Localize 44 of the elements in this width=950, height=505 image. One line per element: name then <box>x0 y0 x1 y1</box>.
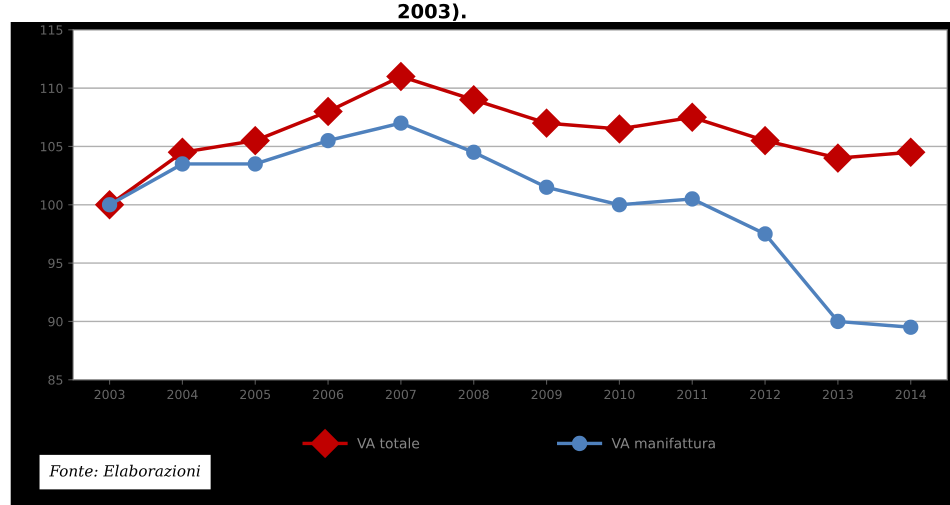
point <box>174 156 190 172</box>
point <box>757 226 773 242</box>
x-tick-label: 2008 <box>458 390 489 400</box>
y-tick-label: 105 <box>40 142 62 152</box>
point <box>320 132 336 148</box>
point <box>612 197 628 212</box>
y-tick-label: 90 <box>48 316 63 326</box>
x-tick-label: 2004 <box>167 390 198 400</box>
chart-title: 2003). <box>398 4 466 21</box>
x-tick-label: 2014 <box>896 390 926 400</box>
y-tick-label: 95 <box>48 258 62 268</box>
point <box>830 314 846 330</box>
point <box>538 180 554 195</box>
legend-label: VA manifattura <box>612 438 715 449</box>
point <box>823 144 852 173</box>
y-tick-label: 100 <box>40 200 63 210</box>
source-note: Fonte: Elaborazioni <box>49 464 200 477</box>
x-tick-label: 2013 <box>822 390 853 400</box>
x-tick-label: 2010 <box>604 390 634 400</box>
x-tick-label: 2012 <box>750 390 780 400</box>
point <box>903 320 918 335</box>
point <box>532 108 562 138</box>
x-tick-label: 2009 <box>532 390 562 400</box>
x-tick-label: 2005 <box>240 390 270 400</box>
x-tick-label: 2007 <box>386 390 416 400</box>
legend-label: VA totale <box>357 438 420 449</box>
x-tick-label: 2003 <box>94 390 124 400</box>
point <box>466 144 482 160</box>
y-tick-label: 115 <box>40 25 62 35</box>
point <box>750 126 780 156</box>
y-tick-label: 110 <box>40 84 63 94</box>
x-tick-label: 2011 <box>677 390 707 400</box>
point <box>248 156 263 172</box>
x-tick-label: 2006 <box>313 390 344 400</box>
point <box>684 191 700 207</box>
y-tick-label: 85 <box>48 375 62 385</box>
point <box>386 62 416 91</box>
point <box>896 138 926 167</box>
point <box>459 85 488 114</box>
point <box>393 115 409 131</box>
point <box>604 114 634 144</box>
point <box>678 102 707 132</box>
point <box>240 126 270 156</box>
point <box>314 97 343 126</box>
